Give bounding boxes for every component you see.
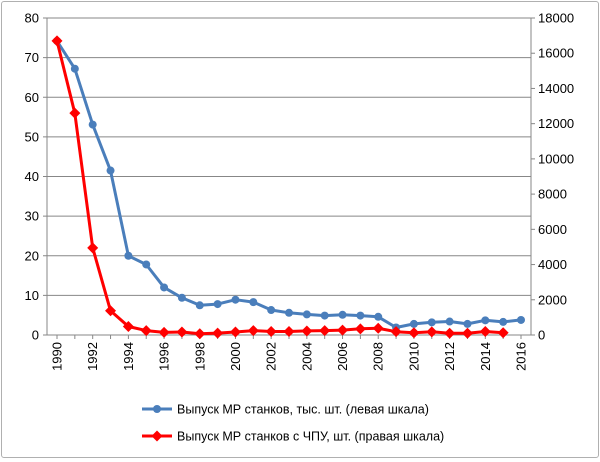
chart: 0 10 20 30 40 50 60 70 80 0 2000 4000 6000 8000 10000… [25,11,575,444]
left-tick-label: 40 [25,169,39,184]
data-point [212,327,224,339]
right-tick-label: 2000 [538,292,567,307]
x-tick-label: 2012 [442,342,457,371]
data-point [158,326,170,338]
right-tick-label: 10000 [538,151,574,166]
data-point [445,317,454,326]
data-point [88,120,97,129]
right-axis-ticks: 0 2000 4000 6000 8000 10000 12000 14000 16000 180… [531,11,574,343]
data-point [463,319,472,328]
legend-marker-1 [153,405,161,413]
x-tick-label: 1998 [192,342,207,371]
data-point [354,323,366,335]
series-line-1 [55,40,522,329]
x-tick-label: 2010 [406,342,421,371]
data-point [283,325,295,337]
right-tick-label: 8000 [538,187,567,202]
data-point [177,293,186,302]
left-tick-label: 30 [25,209,39,224]
data-point [285,308,293,317]
right-tick-label: 16000 [538,46,574,61]
data-point [160,283,169,292]
left-tick-label: 60 [25,90,39,105]
left-tick-label: 70 [25,50,39,65]
right-tick-label: 12000 [538,116,574,131]
data-point [140,325,152,337]
data-point [337,324,349,336]
data-point [194,328,206,340]
data-point [69,107,81,119]
x-tick-label: 2006 [335,342,350,371]
data-point [105,305,117,317]
left-tick-label: 0 [32,328,39,343]
series-line-2 [55,40,504,336]
data-point [427,318,436,327]
right-tick-label: 14000 [538,81,574,96]
data-point [213,300,222,309]
x-tick-label: 1992 [85,342,100,371]
data-point [231,295,240,304]
data-point [302,310,311,319]
x-tick-label: 2002 [264,342,279,371]
data-point [497,327,509,339]
x-tick-label: 1994 [121,342,136,371]
legend: Выпуск МР станков, тыс. шт. (левая шкала… [142,403,444,444]
x-tick-label: 1990 [50,342,65,371]
x-tick-label: 2004 [299,342,314,371]
data-point [142,260,151,269]
data-point [247,325,259,337]
data-point [372,322,384,334]
data-point [338,310,347,319]
data-point [122,321,134,333]
x-tick-label: 2000 [228,342,243,371]
right-tick-label: 4000 [538,257,567,272]
data-point [481,316,490,325]
data-point [409,319,418,328]
data-point [517,315,525,324]
data-point [229,326,241,338]
data-point [70,64,79,73]
x-tick-label: 1996 [157,342,172,371]
data-point [408,327,420,339]
left-tick-label: 10 [25,288,39,303]
data-point [444,327,456,339]
x-tick-label: 2016 [514,342,529,371]
data-point [51,35,63,47]
data-point [106,166,115,175]
right-tick-label: 0 [538,328,545,343]
legend-marker-2 [151,430,163,442]
data-point [320,311,329,320]
left-tick-label: 80 [25,11,39,26]
right-tick-label: 6000 [538,222,567,237]
right-tick-label: 18000 [538,11,574,26]
data-point [479,325,491,337]
data-point [499,317,508,326]
left-axis-ticks: 0 10 20 30 40 50 60 70 80 [25,11,47,343]
data-point [195,301,204,310]
legend-label-1: Выпуск МР станков, тыс. шт. (левая шкала… [177,403,429,417]
x-tick-label: 2014 [478,342,493,371]
data-point [461,327,473,339]
x-tick-label: 2008 [371,342,386,371]
data-point [319,325,331,337]
data-point [390,326,402,338]
data-point [356,311,365,320]
data-point [265,325,277,337]
x-axis-ticks: 1990 1992 1994 1996 1998 2000 2002 2004 2006 2008… [50,335,529,371]
data-point [301,325,313,337]
data-point [267,306,276,315]
data-point [87,242,99,254]
data-point [374,312,383,321]
data-point [249,298,258,307]
gridlines [47,17,531,336]
legend-label-2: Выпуск МР станков с ЧПУ, шт. (правая шка… [177,430,444,444]
left-tick-label: 20 [25,248,39,263]
series [51,35,525,340]
left-tick-label: 50 [25,129,39,144]
data-point [426,326,438,338]
data-point [176,326,188,338]
data-point [124,251,133,260]
